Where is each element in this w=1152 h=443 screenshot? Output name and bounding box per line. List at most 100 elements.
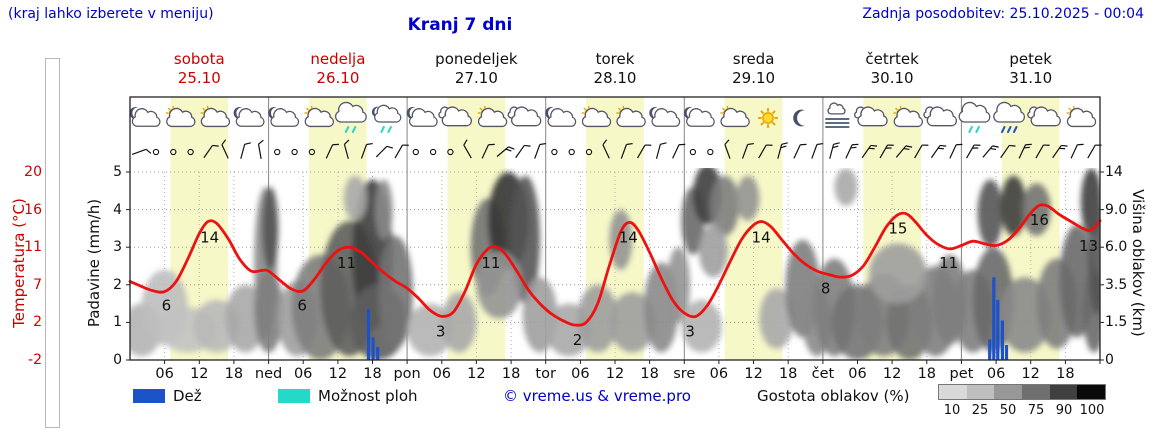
precipitation-bar bbox=[371, 337, 375, 360]
wind-barb-icon bbox=[394, 144, 409, 159]
day-date-torek: 28.10 bbox=[593, 69, 637, 87]
temperature-tick: 7 bbox=[33, 276, 42, 293]
x-tick-label: 06 bbox=[571, 366, 590, 382]
temperature-value-label: 3 bbox=[436, 322, 446, 340]
wind-barb-icon bbox=[360, 142, 373, 159]
day-name-torek: torek bbox=[595, 50, 635, 68]
x-tick-label: 06 bbox=[432, 366, 452, 382]
temperature-value-label: 11 bbox=[481, 254, 500, 272]
precipitation-bar bbox=[1004, 345, 1009, 360]
precipitation-bar bbox=[1000, 320, 1004, 360]
sun-cloud-icon bbox=[581, 105, 612, 128]
temperature-value-label: 8 bbox=[821, 280, 831, 298]
cloud-density-step bbox=[1022, 385, 1050, 399]
cloud-density-step bbox=[994, 385, 1023, 399]
x-tick-label: 12 bbox=[328, 366, 348, 382]
showers-legend-swatch bbox=[278, 389, 310, 403]
temperature-tick: 20 bbox=[24, 164, 42, 180]
cloud-density-scale-label: 50 bbox=[999, 403, 1017, 418]
axis-ticks bbox=[126, 171, 1104, 364]
day-name-četrtek: četrtek bbox=[865, 50, 919, 68]
cloud-density-scale-label: 25 bbox=[971, 403, 989, 418]
wind-barb-icon bbox=[895, 145, 913, 158]
wind-barb-icon bbox=[861, 144, 878, 159]
wind-barb-icon bbox=[375, 145, 394, 158]
temperature-value-label: 15 bbox=[888, 220, 907, 238]
sun-icon bbox=[758, 108, 778, 128]
cloud-density-scale-labels: 10 25 50 75 90 100 bbox=[938, 403, 1106, 418]
x-tick-label: ned bbox=[254, 366, 283, 382]
wind-barb-icon bbox=[463, 139, 472, 159]
wind-barb-icon bbox=[1035, 144, 1050, 159]
cloud-density-scale-label: 100 bbox=[1079, 403, 1105, 418]
sun-cloud-icon bbox=[720, 105, 750, 128]
temperature-value-label: 14 bbox=[200, 228, 219, 246]
day-date-ponedeljek: 27.10 bbox=[454, 69, 498, 87]
wind-barb-icon bbox=[257, 139, 264, 159]
wind-barb-icon bbox=[496, 146, 515, 157]
x-tick-label: čet bbox=[811, 366, 835, 382]
wind-barb-icon bbox=[741, 142, 754, 159]
temperature-value-label: 6 bbox=[162, 297, 172, 315]
precipitation-bar bbox=[366, 309, 371, 360]
copyright-link[interactable]: © vreme.us & vreme.pro bbox=[503, 387, 691, 405]
precipitation-bar bbox=[996, 299, 1000, 360]
wind-barb-icon bbox=[655, 142, 667, 159]
temperature-value-label: 11 bbox=[939, 254, 958, 272]
day-name-sreda: sreda bbox=[732, 50, 775, 68]
wind-calm-icon bbox=[412, 148, 419, 156]
wind-calm-icon bbox=[551, 148, 558, 156]
wind-barb-icon bbox=[914, 144, 929, 159]
cloud-density-step bbox=[966, 385, 995, 399]
wind-barb-icon bbox=[672, 143, 686, 159]
cloud-icon bbox=[1027, 106, 1061, 127]
wind-barb-icon bbox=[515, 144, 531, 159]
precipitation-bars bbox=[366, 277, 1009, 360]
day-date-četrtek: 30.10 bbox=[870, 69, 914, 87]
x-tick-label: 06 bbox=[155, 366, 174, 382]
wind-barb-icon bbox=[793, 143, 807, 159]
sun-cloud-icon bbox=[1066, 105, 1097, 128]
cloud-density-scale-label: 90 bbox=[1055, 403, 1073, 418]
precipitation-tick: 1 bbox=[113, 314, 122, 331]
wind-barb-icon bbox=[240, 142, 251, 159]
wind-barb-icon bbox=[481, 143, 495, 159]
x-tick-label: pet bbox=[949, 366, 974, 382]
x-tick-label: 12 bbox=[744, 366, 763, 382]
sun-cloud-icon bbox=[304, 105, 334, 128]
wind-barb-icon bbox=[1052, 144, 1068, 159]
precipitation-bar bbox=[992, 277, 996, 360]
wind-calm-icon bbox=[291, 148, 298, 156]
cloud-height-tick: 9.0 bbox=[1105, 201, 1128, 218]
rain-legend-swatch bbox=[133, 389, 165, 403]
moon-icon bbox=[793, 109, 805, 127]
location-menu-hint: (kraj lahko izberete v meniju) bbox=[8, 6, 214, 22]
wind-barb-icon bbox=[1018, 143, 1032, 159]
showers-legend-label: Možnost ploh bbox=[318, 387, 418, 405]
wind-barb-icon bbox=[829, 142, 840, 159]
wind-calm-icon bbox=[689, 148, 697, 156]
wind-calm-icon bbox=[447, 148, 454, 156]
day-date-nedelja: 26.10 bbox=[316, 69, 360, 87]
sun-cloud-icon bbox=[166, 105, 196, 128]
fog-icon bbox=[825, 102, 850, 128]
day-name-petek: petek bbox=[1009, 50, 1052, 68]
moon-cloud-icon bbox=[683, 106, 715, 127]
precipitation-tick: 0 bbox=[113, 352, 122, 368]
temperature-value-label: 13 bbox=[1079, 237, 1098, 255]
page-title: Kranj 7 dni bbox=[407, 15, 513, 35]
day-name-sobota: sobota bbox=[173, 50, 225, 68]
wind-barb-icon bbox=[879, 144, 894, 159]
wind-barb-icon bbox=[221, 139, 229, 159]
drizzle-cloud-icon bbox=[958, 101, 991, 133]
x-tick-label: 12 bbox=[605, 366, 625, 382]
moon-cloud-icon bbox=[649, 106, 681, 127]
sun-cloud-icon bbox=[200, 105, 231, 128]
wind-barb-icon bbox=[758, 144, 773, 159]
rain-cloud-icon bbox=[993, 101, 1025, 133]
cloud-density-scale bbox=[938, 384, 1106, 400]
cloud-density-scale-label: 10 bbox=[943, 403, 961, 418]
moon-cloud-icon bbox=[406, 106, 438, 127]
cloud-density-step bbox=[1077, 385, 1106, 399]
